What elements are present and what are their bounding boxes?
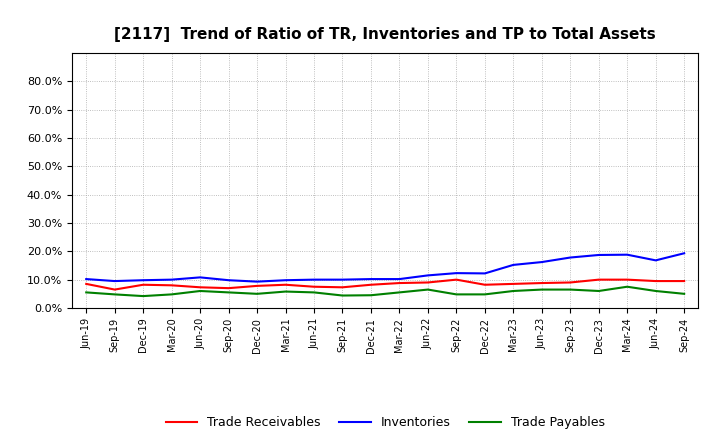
Inventories [282, 278, 290, 283]
Trade Payables [623, 284, 631, 290]
Inventories [338, 277, 347, 282]
Trade Receivables [366, 282, 375, 287]
Trade Receivables [282, 282, 290, 287]
Inventories [423, 273, 432, 278]
Trade Payables [366, 293, 375, 298]
Trade Payables [680, 291, 688, 297]
Trade Payables [566, 287, 575, 292]
Trade Payables [423, 287, 432, 292]
Trade Receivables [167, 282, 176, 288]
Trade Payables [253, 291, 261, 297]
Line: Inventories: Inventories [86, 253, 684, 282]
Inventories [167, 277, 176, 282]
Trade Receivables [395, 280, 404, 286]
Trade Payables [282, 289, 290, 294]
Inventories [225, 278, 233, 283]
Inventories [253, 279, 261, 284]
Trade Payables [480, 292, 489, 297]
Trade Payables [652, 288, 660, 293]
Inventories [110, 279, 119, 284]
Trade Receivables [253, 283, 261, 289]
Inventories [480, 271, 489, 276]
Trade Payables [167, 292, 176, 297]
Inventories [139, 278, 148, 283]
Inventories [196, 275, 204, 280]
Trade Payables [452, 292, 461, 297]
Trade Payables [225, 290, 233, 295]
Trade Receivables [225, 286, 233, 291]
Inventories [566, 255, 575, 260]
Inventories [623, 252, 631, 257]
Trade Payables [595, 288, 603, 293]
Trade Receivables [423, 280, 432, 285]
Trade Payables [395, 290, 404, 295]
Trade Receivables [452, 277, 461, 282]
Trade Payables [110, 292, 119, 297]
Trade Receivables [110, 287, 119, 292]
Trade Payables [338, 293, 347, 298]
Trade Receivables [509, 281, 518, 286]
Trade Receivables [480, 282, 489, 287]
Trade Receivables [338, 285, 347, 290]
Inventories [595, 252, 603, 257]
Trade Receivables [196, 285, 204, 290]
Trade Receivables [680, 279, 688, 284]
Trade Payables [509, 288, 518, 293]
Inventories [366, 276, 375, 282]
Trade Receivables [139, 282, 148, 287]
Title: [2117]  Trend of Ratio of TR, Inventories and TP to Total Assets: [2117] Trend of Ratio of TR, Inventories… [114, 27, 656, 42]
Trade Receivables [310, 284, 318, 290]
Trade Receivables [82, 281, 91, 286]
Trade Payables [139, 293, 148, 299]
Trade Payables [196, 288, 204, 293]
Trade Payables [537, 287, 546, 292]
Line: Trade Payables: Trade Payables [86, 287, 684, 296]
Inventories [509, 262, 518, 268]
Inventories [395, 276, 404, 282]
Legend: Trade Receivables, Inventories, Trade Payables: Trade Receivables, Inventories, Trade Pa… [161, 411, 610, 434]
Inventories [680, 251, 688, 256]
Inventories [310, 277, 318, 282]
Trade Payables [310, 290, 318, 295]
Line: Trade Receivables: Trade Receivables [86, 280, 684, 290]
Trade Receivables [595, 277, 603, 282]
Trade Receivables [537, 280, 546, 286]
Inventories [537, 260, 546, 265]
Trade Receivables [566, 280, 575, 285]
Inventories [652, 258, 660, 263]
Trade Receivables [623, 277, 631, 282]
Trade Receivables [652, 279, 660, 284]
Inventories [82, 276, 91, 282]
Inventories [452, 271, 461, 276]
Trade Payables [82, 290, 91, 295]
